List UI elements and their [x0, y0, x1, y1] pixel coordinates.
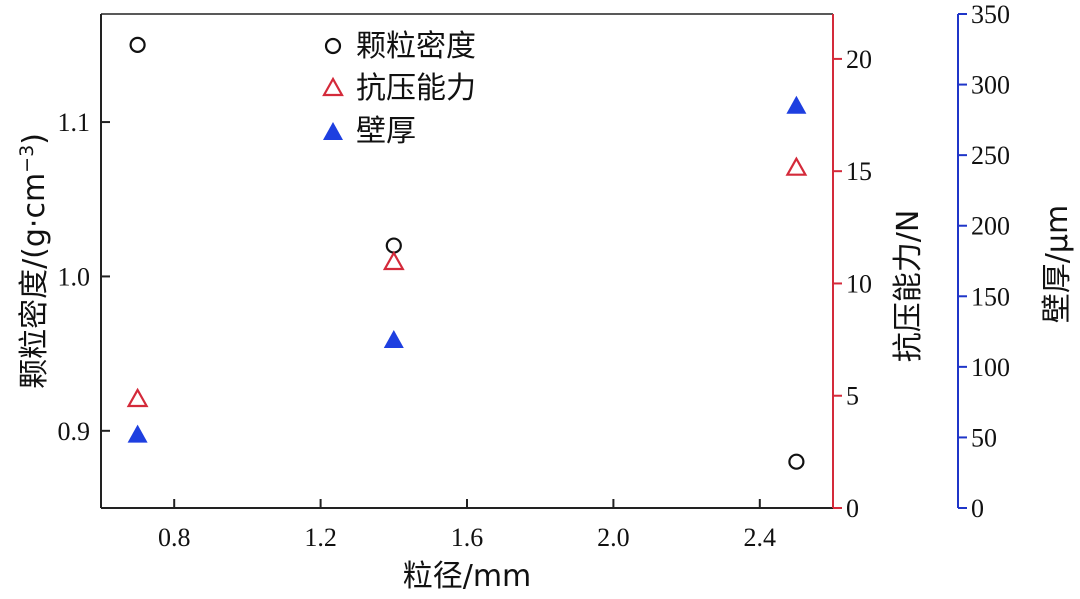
wall-thickness-point: [384, 330, 404, 348]
x-tick-label: 2.0: [597, 523, 630, 552]
wall-thickness-tick-label: 0: [971, 494, 984, 523]
wall-thickness-tick-label: 250: [971, 141, 1010, 170]
compression-tick-label: 15: [846, 157, 872, 186]
left-tick-label: 1.1: [58, 108, 91, 137]
density-point: [131, 38, 145, 52]
x-tick-label: 0.8: [158, 523, 191, 552]
left-axis-ticks: 0.9 1.0 1.1: [58, 108, 111, 446]
wall-thickness-tick-label: 200: [971, 212, 1010, 241]
compression-axis-title: 抗压能力/N: [891, 210, 926, 363]
wall-thickness-point: [128, 425, 148, 443]
legend-label-wall-thickness: 壁厚: [356, 114, 416, 149]
x-tick-label: 2.4: [744, 523, 777, 552]
wall-thickness-tick-label: 350: [971, 0, 1010, 29]
legend-marker-density: [326, 39, 340, 53]
left-tick-label: 0.9: [58, 417, 91, 446]
compression-tick-label: 0: [846, 494, 859, 523]
wall-thickness-point: [786, 96, 806, 114]
legend-label-compression: 抗压能力: [356, 71, 476, 106]
wall-thickness-tick-label: 100: [971, 353, 1010, 382]
legend: 颗粒密度 抗压能力 壁厚: [323, 29, 476, 149]
x-tick-label: 1.6: [451, 523, 484, 552]
wall-thickness-axis-ticks: 0 50 100 150 200 250 300 350: [958, 0, 1010, 523]
compression-point: [385, 253, 403, 269]
left-tick-label: 1.0: [58, 262, 91, 291]
legend-marker-compression: [324, 79, 342, 95]
wall-thickness-tick-label: 50: [971, 423, 997, 452]
x-tick-label: 1.2: [304, 523, 337, 552]
compression-tick-label: 5: [846, 382, 859, 411]
compression-point: [787, 159, 805, 175]
left-axis-title: 颗粒密度/(g·cm−3): [16, 133, 52, 389]
x-axis-ticks: 0.8 1.2 1.6 2.0 2.4: [158, 499, 776, 552]
legend-label-density: 颗粒密度: [356, 29, 476, 64]
compression-tick-label: 20: [846, 45, 872, 74]
wall-thickness-axis-title: 壁厚/μm: [1040, 205, 1075, 323]
left-axis-title-close: ): [17, 133, 52, 145]
compression-point: [129, 390, 147, 406]
compression-axis-ticks: 0 5 10 15 20: [833, 45, 872, 523]
x-axis-title: 粒径/mm: [403, 559, 532, 594]
density-point: [387, 239, 401, 253]
legend-marker-wall-thickness: [323, 122, 343, 140]
wall-thickness-tick-label: 300: [971, 71, 1010, 100]
left-axis-title-main: 颗粒密度/(g·cm: [17, 173, 52, 389]
wall-thickness-tick-label: 150: [971, 282, 1010, 311]
left-axis-title-superscript: −3: [16, 145, 38, 173]
density-point: [789, 455, 803, 469]
compression-tick-label: 10: [846, 269, 872, 298]
